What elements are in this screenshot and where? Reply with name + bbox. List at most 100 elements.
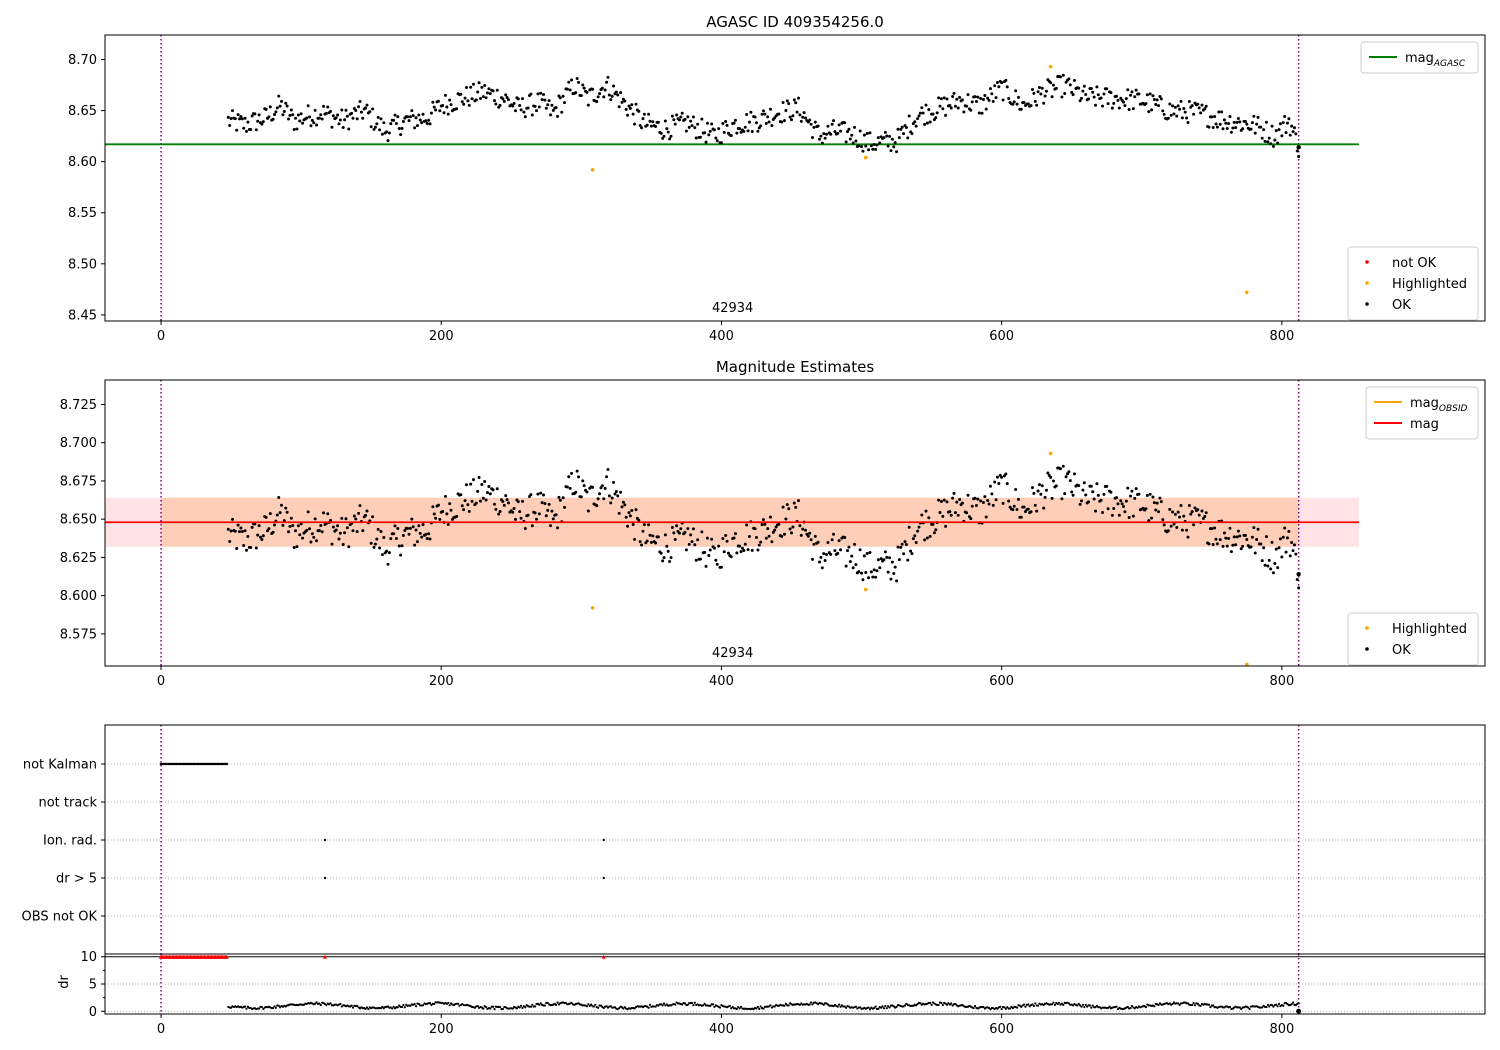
data-point-ok (1281, 121, 1285, 125)
data-point-ok (505, 96, 509, 100)
data-point-ok (506, 98, 510, 102)
data-point-ok (993, 84, 997, 88)
data-point-ok (1051, 83, 1055, 87)
data-point-ok (294, 529, 298, 533)
data-point-ok (986, 499, 990, 503)
data-point-ok (331, 525, 335, 529)
data-point-ok (561, 94, 565, 98)
dr-point (524, 1006, 527, 1009)
data-point-ok (1089, 87, 1093, 91)
data-point-ok (1077, 86, 1081, 90)
data-point-ok (313, 108, 317, 112)
data-point-ok (844, 140, 848, 144)
data-point-ok (619, 490, 623, 494)
data-point-ok (761, 109, 765, 113)
data-point-ok (320, 117, 324, 121)
data-point-ok (557, 495, 561, 499)
data-point-ok (825, 553, 829, 557)
data-point-ok (1256, 115, 1260, 119)
data-point-ok (466, 99, 470, 103)
legend-marker-swatch (1365, 260, 1369, 264)
data-point-ok (550, 103, 554, 107)
data-point-ok (291, 523, 295, 527)
data-point-ok (575, 469, 579, 473)
data-point-ok (703, 131, 707, 135)
data-point-ok (1285, 121, 1289, 125)
data-point-ok (928, 120, 932, 124)
dr-point (762, 1007, 765, 1010)
data-point-ok (1264, 120, 1268, 124)
data-point-ok (1224, 536, 1228, 540)
data-point-ok (537, 512, 541, 516)
data-point-ok (750, 129, 754, 133)
data-point-ok (876, 558, 880, 562)
data-point-ok (235, 128, 239, 132)
data-point-ok (739, 130, 743, 134)
data-point-ok (511, 104, 515, 108)
data-point-ok (1084, 92, 1088, 96)
data-point-ok (1151, 94, 1155, 98)
data-point-ok (1172, 112, 1176, 116)
data-point-highlighted (590, 168, 595, 172)
data-point-ok (1131, 514, 1135, 518)
data-point-ok (1245, 538, 1249, 542)
data-point-ok (853, 542, 857, 546)
dr-point (709, 1004, 712, 1007)
data-point-ok (844, 564, 848, 568)
data-point-ok (476, 90, 480, 94)
data-point-ok (310, 532, 314, 536)
data-point-ok (1049, 475, 1053, 479)
data-point-ok (1015, 508, 1019, 512)
dr-point (599, 1004, 603, 1007)
data-point-ok (780, 120, 784, 124)
y-tick-label: 8.50 (68, 257, 97, 272)
data-point-ok (907, 525, 911, 529)
data-point-ok (843, 121, 847, 125)
data-point-ok (1259, 125, 1263, 129)
data-point-ok (966, 93, 970, 97)
dr-point (884, 1004, 887, 1008)
y-tick-label: 8.725 (60, 398, 97, 413)
data-point-ok (1173, 105, 1177, 109)
data-point-ok (236, 523, 240, 527)
data-point-ok (973, 95, 977, 99)
data-point-ok (882, 558, 886, 562)
data-point-ok (1183, 110, 1187, 114)
data-point-ok (892, 571, 896, 575)
data-point-ok (539, 91, 543, 95)
data-point-ok (773, 116, 777, 120)
data-point-ok (585, 490, 589, 494)
data-point-ok (567, 80, 571, 84)
data-point-ok (446, 523, 450, 527)
data-point-ok (694, 136, 698, 140)
data-point-ok (1130, 489, 1134, 493)
data-point-ok (729, 134, 733, 138)
data-point-ok (1218, 538, 1222, 542)
data-point-ok (480, 85, 484, 89)
flag-marker (323, 876, 327, 880)
data-point-ok (1071, 93, 1075, 97)
data-point-ok (498, 509, 502, 513)
data-point-ok (414, 528, 418, 532)
dr-point (693, 1001, 696, 1004)
data-point-ok (379, 530, 383, 534)
dr-point (498, 1005, 502, 1009)
data-point-ok (675, 524, 679, 528)
data-point-ok (1173, 512, 1177, 516)
data-point-ok (945, 97, 949, 101)
data-point-ok (875, 569, 879, 573)
data-point-ok (275, 106, 279, 110)
data-point-ok (1185, 528, 1189, 532)
dr-point (1116, 1008, 1120, 1011)
data-point-ok (334, 528, 338, 532)
dr-point (392, 1005, 395, 1008)
data-point-ok (596, 497, 600, 501)
data-point-ok (1134, 88, 1138, 92)
data-point-ok (1200, 103, 1204, 107)
data-point-ok (396, 115, 400, 119)
data-point-ok (568, 88, 572, 92)
data-point-ok (1133, 95, 1137, 99)
flag-marker (323, 838, 327, 842)
data-point-ok (1287, 529, 1291, 533)
data-point-ok (242, 126, 246, 130)
